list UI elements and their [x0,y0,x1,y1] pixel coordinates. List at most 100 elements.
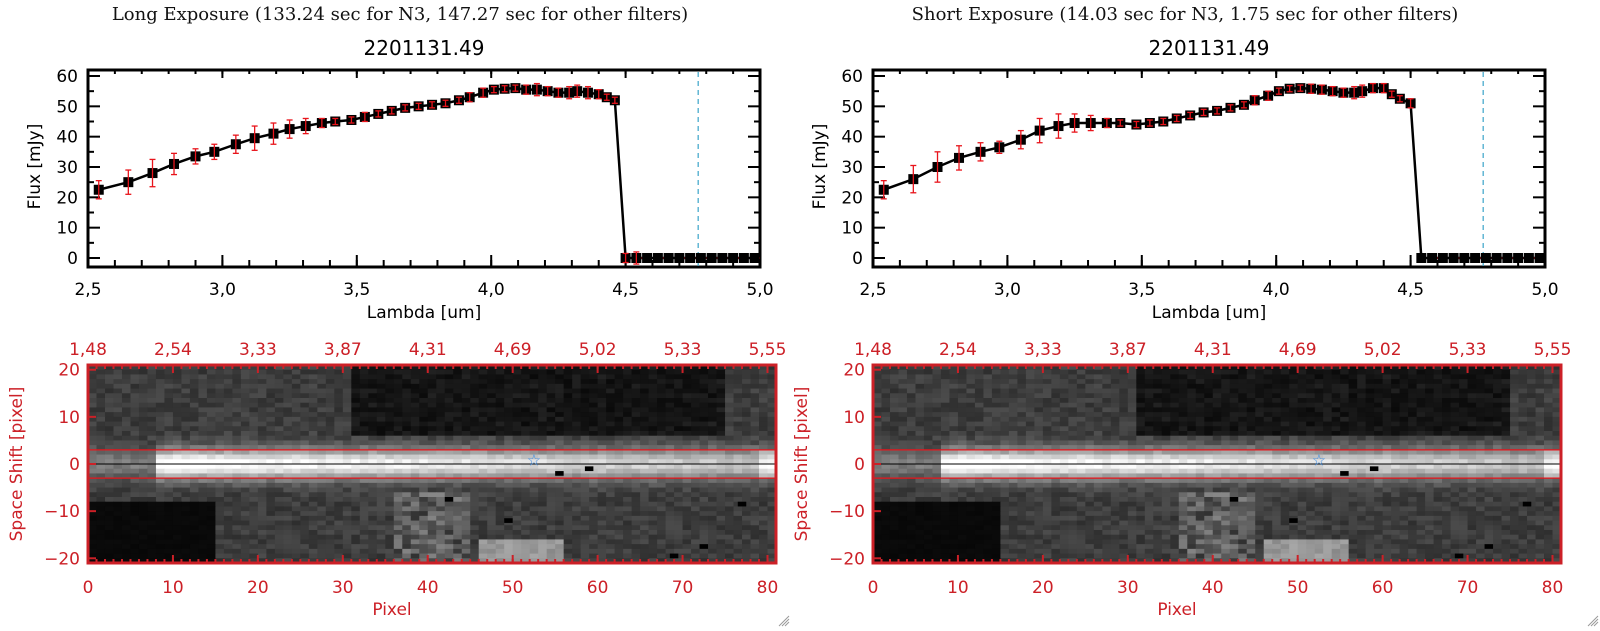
image-pixel [538,502,547,507]
image-pixel [343,374,352,379]
image-pixel [674,525,683,530]
image-pixel [224,525,233,530]
image-pixel [156,483,165,488]
image-pixel [436,469,445,474]
image-pixel [275,431,284,436]
image-pixel [207,469,216,474]
image-pixel [1374,407,1383,412]
image-pixel [555,431,564,436]
image-pixel [700,497,709,502]
image-pixel [521,511,530,516]
bad-pixel [670,554,678,559]
image-pixel [547,554,556,559]
image-pixel [411,488,420,493]
image-pixel [496,412,505,417]
image-pixel [958,393,967,398]
image-pixel [606,502,615,507]
image-pixel [334,407,343,412]
image-pixel [496,511,505,516]
image-pixel [547,370,556,375]
image-pixel [657,431,666,436]
image-pixel [725,403,734,408]
image-pixel [751,488,760,493]
image-pixel [547,417,556,422]
image-pixel [538,370,547,375]
image-pixel [1247,398,1256,403]
image-pixel [657,511,666,516]
image-pixel [1264,398,1273,403]
image-pixel [181,417,190,422]
image-pixel [258,554,267,559]
image-pixel [751,544,760,549]
image-pixel [198,521,207,526]
image-pixel [394,398,403,403]
image-pixel [343,450,352,455]
image-pixel [632,511,641,516]
image-pixel [683,535,692,540]
image-pixel [436,525,445,530]
image-pixel [207,417,216,422]
image-pixel [759,492,768,497]
image-pixel [181,426,190,431]
image-pixel [351,374,360,379]
image-pixel [190,525,199,530]
image-pixel [249,422,258,427]
image-pixel [139,502,148,507]
image-pixel [241,539,250,544]
image-pixel [224,539,233,544]
image-pixel [249,530,258,535]
image-pixel [283,469,292,474]
image-pixel [513,521,522,526]
image-pixel [1485,374,1494,379]
image-pixel [513,370,522,375]
image-pixel [147,450,156,455]
image-pixel [1425,379,1434,384]
image-pixel [266,464,275,469]
image-pixel [898,370,907,375]
image-pixel [717,511,726,516]
image-pixel [462,455,471,460]
image-pixel [283,488,292,493]
image-pixel [1060,384,1069,389]
image-pixel [700,539,709,544]
image-pixel [666,525,675,530]
image-pixel [504,478,513,483]
image-pixel [419,393,428,398]
image-pixel [513,530,522,535]
image-pixel [487,379,496,384]
image-pixel [1272,407,1281,412]
image-pixel [1128,384,1137,389]
image-pixel [751,516,760,521]
image-pixel [1085,384,1094,389]
image-pixel [632,483,641,488]
image-pixel [258,374,267,379]
image-pixel [1221,393,1230,398]
image-pixel [606,407,615,412]
image-pixel [96,370,105,375]
image-pixel [334,393,343,398]
image-pixel [317,521,326,526]
image-pixel [1510,403,1519,408]
image-pixel [343,521,352,526]
image-pixel [147,370,156,375]
image-pixel [751,535,760,540]
image-pixel [402,554,411,559]
image-pixel [351,370,360,375]
image-pixel [708,516,717,521]
image-pixel [470,412,479,417]
image-pixel [1281,389,1290,394]
image-pixel [615,431,624,436]
image-pixel [394,535,403,540]
image-pixel [564,422,573,427]
image-pixel [632,374,641,379]
image-pixel [632,393,641,398]
image-pixel [470,469,479,474]
image-pixel [1298,379,1307,384]
image-pixel [572,554,581,559]
image-pixel [657,469,666,474]
image-pixel [700,436,709,441]
image-pixel [547,539,556,544]
image-pixel [198,436,207,441]
image-pixel [1502,370,1511,375]
image-pixel [589,455,598,460]
